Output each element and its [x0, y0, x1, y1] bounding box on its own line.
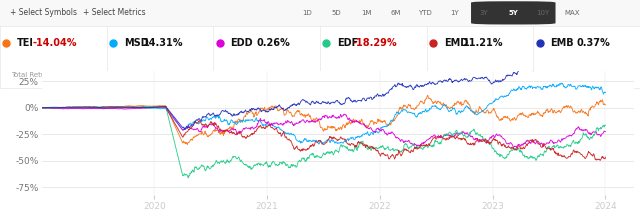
Text: 1Y: 1Y	[450, 10, 459, 16]
Text: -14.04%: -14.04%	[32, 38, 77, 48]
Text: 14.31%: 14.31%	[143, 38, 184, 48]
Text: Total Return: Total Return	[437, 72, 479, 78]
Text: 6M: 6M	[390, 10, 401, 16]
Text: 10Y: 10Y	[536, 10, 549, 16]
Text: 5Y: 5Y	[508, 10, 518, 16]
Text: ↗: ↗	[520, 70, 527, 79]
Text: 1D: 1D	[302, 10, 312, 16]
Text: ↗: ↗	[627, 70, 634, 79]
Text: TEI: TEI	[17, 38, 34, 48]
Text: MSD: MSD	[124, 38, 148, 48]
Text: Total Return: Total Return	[11, 72, 52, 78]
Text: Total Return: Total Return	[224, 72, 266, 78]
Text: EMB: EMB	[550, 38, 574, 48]
Text: + Select Metrics: + Select Metrics	[83, 8, 146, 17]
Text: 3Y: 3Y	[479, 10, 488, 16]
Text: -18.29%: -18.29%	[352, 38, 397, 48]
Text: EMD: EMD	[444, 38, 468, 48]
Text: 0.37%: 0.37%	[577, 38, 610, 48]
Text: YTD: YTD	[418, 10, 432, 16]
Text: EDF: EDF	[337, 38, 358, 48]
Text: ↗: ↗	[307, 70, 314, 79]
Text: 0.26%: 0.26%	[257, 38, 290, 48]
Text: MAX: MAX	[564, 10, 580, 16]
Text: ↗: ↗	[200, 70, 207, 79]
Text: Total Return: Total Return	[544, 72, 586, 78]
Text: EDD: EDD	[230, 38, 253, 48]
Text: 1M: 1M	[361, 10, 371, 16]
Text: ↗: ↗	[414, 70, 420, 79]
Text: 5D: 5D	[332, 10, 342, 16]
FancyBboxPatch shape	[471, 1, 556, 24]
Text: Total Return: Total Return	[117, 72, 159, 78]
Text: 11.21%: 11.21%	[463, 38, 504, 48]
Text: + Select Symbols: + Select Symbols	[10, 8, 77, 17]
Text: Total Return: Total Return	[331, 72, 372, 78]
Text: ↗: ↗	[94, 70, 100, 79]
